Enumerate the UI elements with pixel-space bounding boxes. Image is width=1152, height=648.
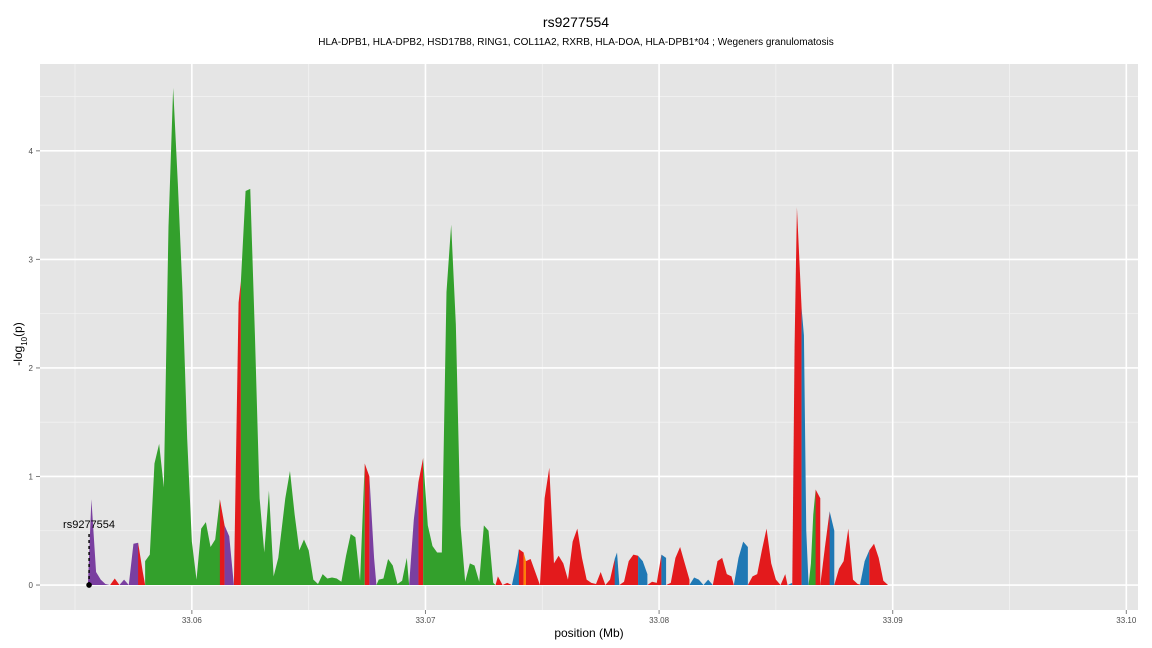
area-segment-red xyxy=(820,511,832,586)
axes: 33.06 33.07 33.08 33.09 33.10 0 1 2 3 4 xyxy=(29,147,1137,625)
area-segment-blue xyxy=(614,552,620,586)
area-segment-orange xyxy=(523,552,526,586)
area-segment-blue xyxy=(661,554,667,586)
area-segment-red xyxy=(502,582,512,586)
area-segment-blue xyxy=(860,550,870,586)
area-segment-red xyxy=(834,528,863,586)
area-segment-purple xyxy=(409,481,419,586)
area-segment-green xyxy=(240,188,365,586)
area-segment-purple xyxy=(119,542,141,586)
annotation-label: rs9277554 xyxy=(63,519,115,531)
annotation-group: rs9277554 xyxy=(63,519,115,588)
area-segment-green xyxy=(423,224,496,586)
area-segment-blue xyxy=(638,555,648,586)
area-segment-green xyxy=(376,557,410,586)
x-tick-label: 33.08 xyxy=(649,616,670,625)
y-axis-title: -log10(p) xyxy=(11,322,29,366)
x-axis-title: position (Mb) xyxy=(554,626,623,640)
area-segment-green xyxy=(145,87,223,586)
x-tick-label: 33.06 xyxy=(182,616,203,625)
area-segment-blue xyxy=(787,582,793,586)
area-segment-blue xyxy=(829,511,835,586)
area-segment-red xyxy=(815,489,821,586)
y-tick-label: 3 xyxy=(29,255,34,264)
area-segment-red xyxy=(647,554,662,586)
grid-lines xyxy=(40,64,1138,610)
area-segment-blue xyxy=(689,577,713,586)
area-segment-red xyxy=(233,281,241,586)
y-axis-title-sub: 10 xyxy=(20,336,29,345)
y-tick-label: 4 xyxy=(29,147,34,156)
x-tick-label: 33.09 xyxy=(883,616,904,625)
area-segment-purple xyxy=(87,499,111,586)
y-tick-label: 1 xyxy=(29,472,34,481)
area-segment-green xyxy=(808,489,818,586)
area-segment-red xyxy=(110,578,120,586)
area-segment-red xyxy=(712,557,734,586)
chart-subtitle: HLA-DPB1, HLA-DPB2, HSD17B8, RING1, COL1… xyxy=(318,37,834,48)
area-segment-blue xyxy=(801,308,809,586)
area-segments xyxy=(87,87,889,586)
area-segment-red xyxy=(418,458,424,586)
chart-title: rs9277554 xyxy=(542,14,610,30)
area-segment-purple xyxy=(369,476,377,586)
annotation-point xyxy=(86,582,92,588)
y-tick-label: 2 xyxy=(29,364,34,373)
area-segment-blue xyxy=(733,541,748,586)
area-segment-red xyxy=(619,554,639,586)
area-segment-red xyxy=(219,499,225,586)
area-segment-red xyxy=(666,547,690,586)
area-segment-red xyxy=(525,467,618,586)
area-segment-red xyxy=(364,463,370,586)
x-tick-label: 33.10 xyxy=(1116,616,1137,625)
area-segment-red xyxy=(869,543,889,586)
x-tick-label: 33.07 xyxy=(415,616,436,625)
y-axis-title-main: -log xyxy=(11,346,25,366)
area-segment-red xyxy=(138,542,146,586)
area-segment-purple xyxy=(224,525,234,586)
area-segment-red xyxy=(518,549,524,586)
area-segment-red xyxy=(792,207,802,586)
y-tick-label: 0 xyxy=(29,581,34,590)
area-segment-red xyxy=(747,528,788,586)
y-axis-title-tail: (p) xyxy=(11,322,25,337)
area-segment-red xyxy=(495,576,503,586)
